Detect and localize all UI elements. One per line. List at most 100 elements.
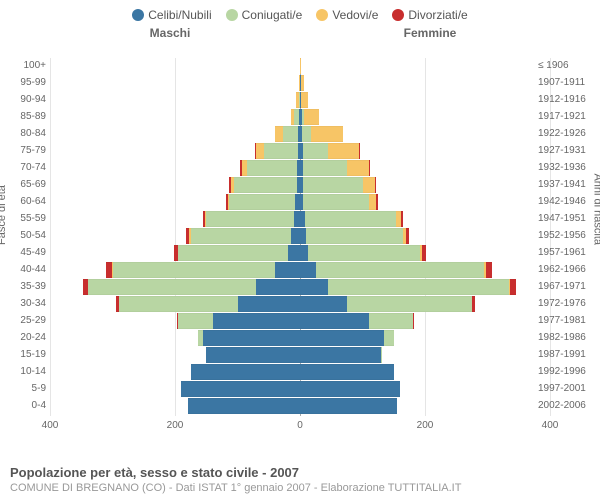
age-band-label: 10-14	[10, 366, 46, 377]
bar-seg-divorced	[375, 177, 376, 193]
x-tick: 400	[42, 420, 59, 431]
bar-seg-widowed	[347, 160, 369, 176]
pyramid-row	[50, 211, 550, 227]
legend-label: Coniugati/e	[242, 8, 303, 22]
bar-seg-married	[369, 313, 413, 329]
legend-item: Divorziati/e	[392, 8, 467, 22]
pyramid-row	[50, 75, 550, 91]
pyramid-row	[50, 177, 550, 193]
bar-seg-married	[303, 143, 328, 159]
gender-subheads: Maschi Femmine	[0, 26, 600, 40]
birth-year-label: 1992-1996	[538, 366, 594, 377]
x-tick: 200	[167, 420, 184, 431]
bar-seg-married	[178, 245, 287, 261]
pyramid-row	[50, 58, 550, 74]
bar-seg-married	[229, 194, 295, 210]
bar-seg-widowed	[304, 109, 320, 125]
bar-seg-divorced	[401, 211, 404, 227]
bar-seg-married	[302, 126, 311, 142]
birth-year-label: ≤ 1906	[538, 60, 594, 71]
birth-year-label: 1997-2001	[538, 383, 594, 394]
age-band-label: 90-94	[10, 94, 46, 105]
subhead-female: Femmine	[300, 26, 600, 40]
bar-seg-single	[300, 364, 394, 380]
bar-seg-divorced	[413, 313, 415, 329]
bar-seg-single	[288, 245, 301, 261]
age-band-label: 35-39	[10, 281, 46, 292]
bar-seg-married	[113, 262, 276, 278]
bar-seg-single	[256, 279, 300, 295]
birth-year-label: 1972-1976	[538, 298, 594, 309]
age-band-label: 0-4	[10, 400, 46, 411]
age-band-label: 85-89	[10, 111, 46, 122]
bar-seg-single	[300, 279, 328, 295]
bar-seg-single	[300, 347, 381, 363]
subhead-male: Maschi	[0, 26, 300, 40]
age-band-label: 65-69	[10, 179, 46, 190]
bar-seg-married	[234, 177, 297, 193]
bar-seg-divorced	[510, 279, 516, 295]
birth-year-label: 1982-1986	[538, 332, 594, 343]
bar-seg-single	[188, 398, 301, 414]
legend-label: Vedovi/e	[332, 8, 378, 22]
bar-seg-married	[88, 279, 257, 295]
x-tick: 400	[542, 420, 559, 431]
pyramid-row	[50, 262, 550, 278]
bar-seg-married	[206, 211, 294, 227]
birth-year-label: 1932-1936	[538, 162, 594, 173]
birth-year-label: 1917-1921	[538, 111, 594, 122]
birth-year-label: 2002-2006	[538, 400, 594, 411]
legend-label: Divorziati/e	[408, 8, 467, 22]
pyramid-row	[50, 194, 550, 210]
bar-seg-married	[191, 228, 291, 244]
age-band-label: 55-59	[10, 213, 46, 224]
bar-seg-divorced	[376, 194, 378, 210]
birth-year-label: 1927-1931	[538, 145, 594, 156]
bar-seg-married	[347, 296, 472, 312]
bar-seg-divorced	[369, 160, 370, 176]
birth-year-label: 1947-1951	[538, 213, 594, 224]
bar-seg-single	[300, 381, 400, 397]
bar-seg-single	[300, 296, 347, 312]
age-band-label: 5-9	[10, 383, 46, 394]
birth-year-label: 1912-1916	[538, 94, 594, 105]
chart-area: Fasce di età Anni di nascita 40020002004…	[0, 40, 600, 450]
bar-seg-widowed	[328, 143, 359, 159]
age-band-label: 25-29	[10, 315, 46, 326]
bar-seg-single	[181, 381, 300, 397]
pyramid-row	[50, 228, 550, 244]
bar-seg-widowed	[369, 194, 377, 210]
plot	[50, 58, 550, 416]
bar-seg-married	[328, 279, 509, 295]
bar-seg-single	[300, 262, 316, 278]
legend: Celibi/Nubili Coniugati/e Vedovi/e Divorzia…	[0, 0, 600, 26]
bar-seg-single	[191, 364, 300, 380]
pyramid-row	[50, 279, 550, 295]
footer: Popolazione per età, sesso e stato civil…	[10, 465, 461, 494]
bar-seg-divorced	[359, 143, 360, 159]
legend-label: Celibi/Nubili	[148, 8, 211, 22]
footer-subtitle: COMUNE DI BREGNANO (CO) - Dati ISTAT 1° …	[10, 482, 461, 494]
pyramid-row	[50, 296, 550, 312]
bar-seg-divorced	[472, 296, 475, 312]
bar-seg-widowed	[300, 58, 301, 74]
bar-seg-single	[213, 313, 301, 329]
birth-year-label: 1952-1956	[538, 230, 594, 241]
bar-seg-widowed	[301, 92, 307, 108]
age-band-label: 80-84	[10, 128, 46, 139]
bar-seg-married	[305, 211, 396, 227]
bar-seg-married	[119, 296, 238, 312]
bar-seg-single	[300, 313, 369, 329]
bar-seg-married	[306, 228, 403, 244]
birth-year-label: 1942-1946	[538, 196, 594, 207]
pyramid-row	[50, 398, 550, 414]
pyramid-row	[50, 347, 550, 363]
yaxis-title-left: Fasce di età	[0, 185, 8, 245]
birth-year-label: 1977-1981	[538, 315, 594, 326]
legend-item: Coniugati/e	[226, 8, 303, 22]
bar-seg-married	[303, 194, 369, 210]
bar-seg-single	[291, 228, 300, 244]
bar-seg-married	[303, 177, 362, 193]
bar-seg-widowed	[301, 75, 304, 91]
bar-seg-widowed	[311, 126, 342, 142]
